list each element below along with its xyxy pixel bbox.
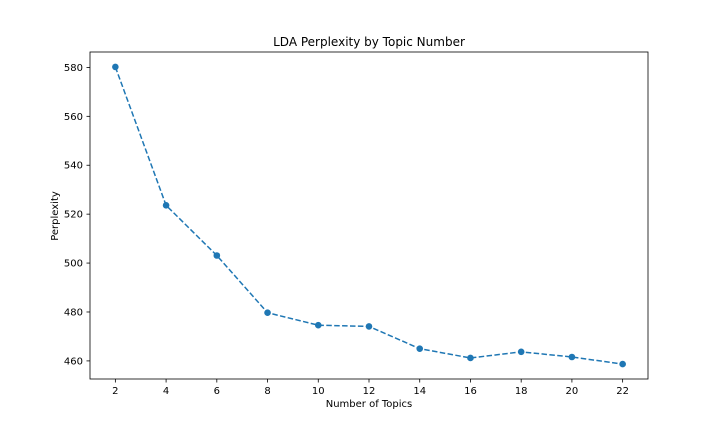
data-points xyxy=(112,63,626,368)
y-tick-label: 480 xyxy=(64,307,83,318)
data-point xyxy=(467,354,474,362)
x-tick-label: 10 xyxy=(312,386,325,397)
x-tick-label: 18 xyxy=(515,386,528,397)
x-tick-label: 6 xyxy=(214,386,220,397)
data-point xyxy=(112,63,119,71)
data-point xyxy=(264,309,271,317)
data-point xyxy=(213,252,221,259)
y-axis: 460 480 500 520 540 560 580 xyxy=(64,63,90,367)
x-tick-label: 14 xyxy=(413,386,426,397)
y-axis-label: Perplexity xyxy=(50,191,61,241)
chart-title: LDA Perplexity by Topic Number xyxy=(273,35,465,49)
data-point xyxy=(416,345,424,352)
data-point xyxy=(517,348,525,356)
x-tick-label: 8 xyxy=(264,386,270,397)
x-tick-label: 4 xyxy=(163,386,169,397)
y-tick-label: 560 xyxy=(64,112,83,123)
y-tick-label: 520 xyxy=(64,210,83,221)
plot-area xyxy=(89,51,649,380)
data-point xyxy=(619,360,626,368)
data-point xyxy=(365,323,373,330)
x-tick-label: 12 xyxy=(363,386,376,397)
x-tick-label: 16 xyxy=(464,386,477,397)
data-point xyxy=(314,321,322,329)
data-point xyxy=(162,202,170,209)
x-tick-label: 2 xyxy=(112,386,118,397)
x-axis: 2 4 6 8 10 12 14 16 18 20 22 xyxy=(112,379,629,397)
y-tick-label: 540 xyxy=(64,161,83,172)
y-tick-label: 460 xyxy=(64,356,83,367)
y-tick-label: 580 xyxy=(64,63,83,74)
x-tick-label: 20 xyxy=(566,386,579,397)
x-axis-label: Number of Topics xyxy=(326,399,413,410)
data-point xyxy=(568,353,576,361)
x-tick-label: 22 xyxy=(616,386,629,397)
y-tick-label: 500 xyxy=(64,259,83,270)
